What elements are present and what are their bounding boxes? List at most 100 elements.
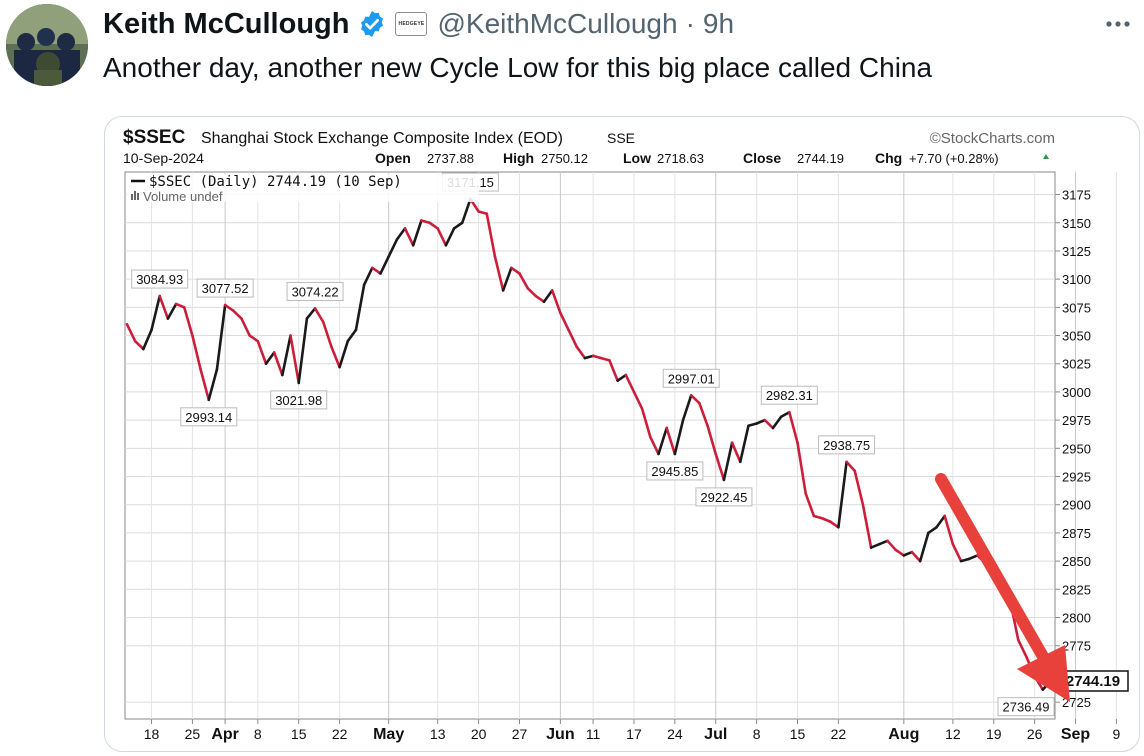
price-segment (599, 356, 611, 362)
price-segment (444, 227, 456, 247)
y-tick-label: 3175 (1062, 188, 1091, 203)
y-tick-label: 3000 (1062, 385, 1091, 400)
price-segment (501, 266, 513, 292)
y-tick-label: 3025 (1062, 357, 1091, 372)
y-tick-label: 3150 (1062, 216, 1091, 231)
chart-title: Shanghai Stock Exchange Composite Index … (201, 130, 563, 147)
price-segment (142, 328, 153, 351)
price-segment (411, 219, 423, 247)
price-segment (174, 302, 186, 309)
price-segment (918, 531, 930, 563)
x-tick-label: Apr (211, 726, 239, 743)
low-label: Low (623, 150, 651, 166)
volume-icon (131, 191, 139, 200)
price-segment (436, 227, 448, 247)
high-label: High (503, 150, 534, 166)
price-segment (313, 307, 325, 324)
low-value: 2718.63 (657, 151, 704, 166)
annotations: 3084.932993.143077.523021.983074.223171.… (131, 172, 1055, 717)
tweet-text: Another day, another new Cycle Low for t… (103, 52, 933, 83)
y-tick-label: 3100 (1062, 272, 1091, 287)
price-segment (591, 354, 603, 360)
more-options-button[interactable] (1098, 6, 1138, 42)
price-segment (207, 368, 219, 402)
price-segment (567, 328, 579, 349)
annotation-box (818, 435, 876, 455)
affiliate-badge-icon[interactable]: HEDGEYE (395, 12, 428, 36)
post-time[interactable]: 9h (702, 8, 735, 39)
verified-badge-icon (361, 10, 384, 38)
chart-date: 10-Sep-2024 (123, 150, 204, 166)
price-segment (665, 426, 677, 456)
price-segment (395, 227, 407, 241)
x-tick-label: 17 (626, 726, 642, 742)
price-segment (910, 550, 922, 563)
price-segment (828, 520, 840, 529)
price-segment (338, 339, 350, 369)
x-tick-label: 8 (753, 726, 761, 742)
avatar-image (6, 4, 88, 86)
red-arrow-icon (935, 473, 1070, 702)
y-tick-label: 3050 (1062, 329, 1091, 344)
price-segment (943, 514, 955, 546)
price-segment (894, 548, 906, 557)
author-handle[interactable]: @KeithMcCullough (437, 8, 678, 39)
annotation-box (695, 487, 753, 507)
price-segment (747, 422, 758, 428)
price-segment (779, 410, 791, 419)
price-segment (559, 311, 570, 332)
y-tick-label: 2800 (1062, 610, 1091, 625)
y-tick-label: 3125 (1062, 244, 1091, 259)
price-segment (861, 503, 873, 549)
price-segment (869, 542, 881, 549)
price-segment (223, 303, 235, 313)
avatar[interactable] (6, 4, 88, 86)
annotation-label: 3077.52 (202, 281, 249, 296)
price-segment (460, 197, 472, 225)
x-tick-label: 8 (254, 726, 262, 742)
price-segment (640, 407, 652, 439)
price-segment (771, 415, 783, 430)
x-tick-label: 19 (986, 726, 1002, 742)
annotation-label: 2982.31 (766, 388, 813, 403)
price-segment (305, 307, 317, 320)
price-segment (256, 339, 268, 366)
annotation-box (286, 281, 344, 301)
y-axis: 2725277528002825285028752900292529502975… (1055, 188, 1091, 710)
price-segment (1016, 638, 1028, 659)
price-segment (706, 424, 718, 456)
author-name[interactable]: Keith McCullough (103, 7, 350, 40)
x-tick-label: Jun (546, 726, 574, 743)
price-segment (632, 390, 644, 411)
annotation-label: 2993.14 (185, 410, 232, 425)
price-segment (362, 266, 374, 287)
price-segment (853, 469, 865, 507)
high-value: 2750.12 (541, 151, 588, 166)
price-segment (608, 359, 619, 382)
x-tick-label: Jul (704, 726, 727, 743)
price-segment (371, 266, 382, 275)
x-tick-label: Sep (1061, 726, 1091, 743)
annotation-box (196, 278, 254, 298)
price-segment (755, 418, 767, 425)
price-segment (346, 328, 358, 343)
price-segment (354, 283, 366, 332)
annotation-label: 3074.22 (292, 284, 339, 299)
stockcharts-brand: ©StockCharts.com (930, 130, 1055, 147)
tweet-media-chart[interactable]: $SSEC Shanghai Stock Exchange Composite … (104, 116, 1140, 752)
price-segment (649, 435, 660, 456)
x-tick-label: 22 (332, 726, 348, 742)
x-tick-label: Aug (888, 726, 919, 743)
price-segment (738, 424, 750, 464)
price-segment (182, 306, 194, 337)
x-tick-label: 24 (667, 726, 683, 742)
price-segment (403, 227, 415, 247)
price-segment (191, 334, 202, 371)
annotation-label: 2945.85 (651, 464, 698, 479)
grid-lines (125, 172, 1117, 719)
price-segment (199, 368, 211, 402)
annotation-box (270, 390, 328, 410)
price-segment (534, 294, 546, 304)
annotation-label: 3021.98 (275, 393, 322, 408)
price-segment (330, 345, 341, 369)
